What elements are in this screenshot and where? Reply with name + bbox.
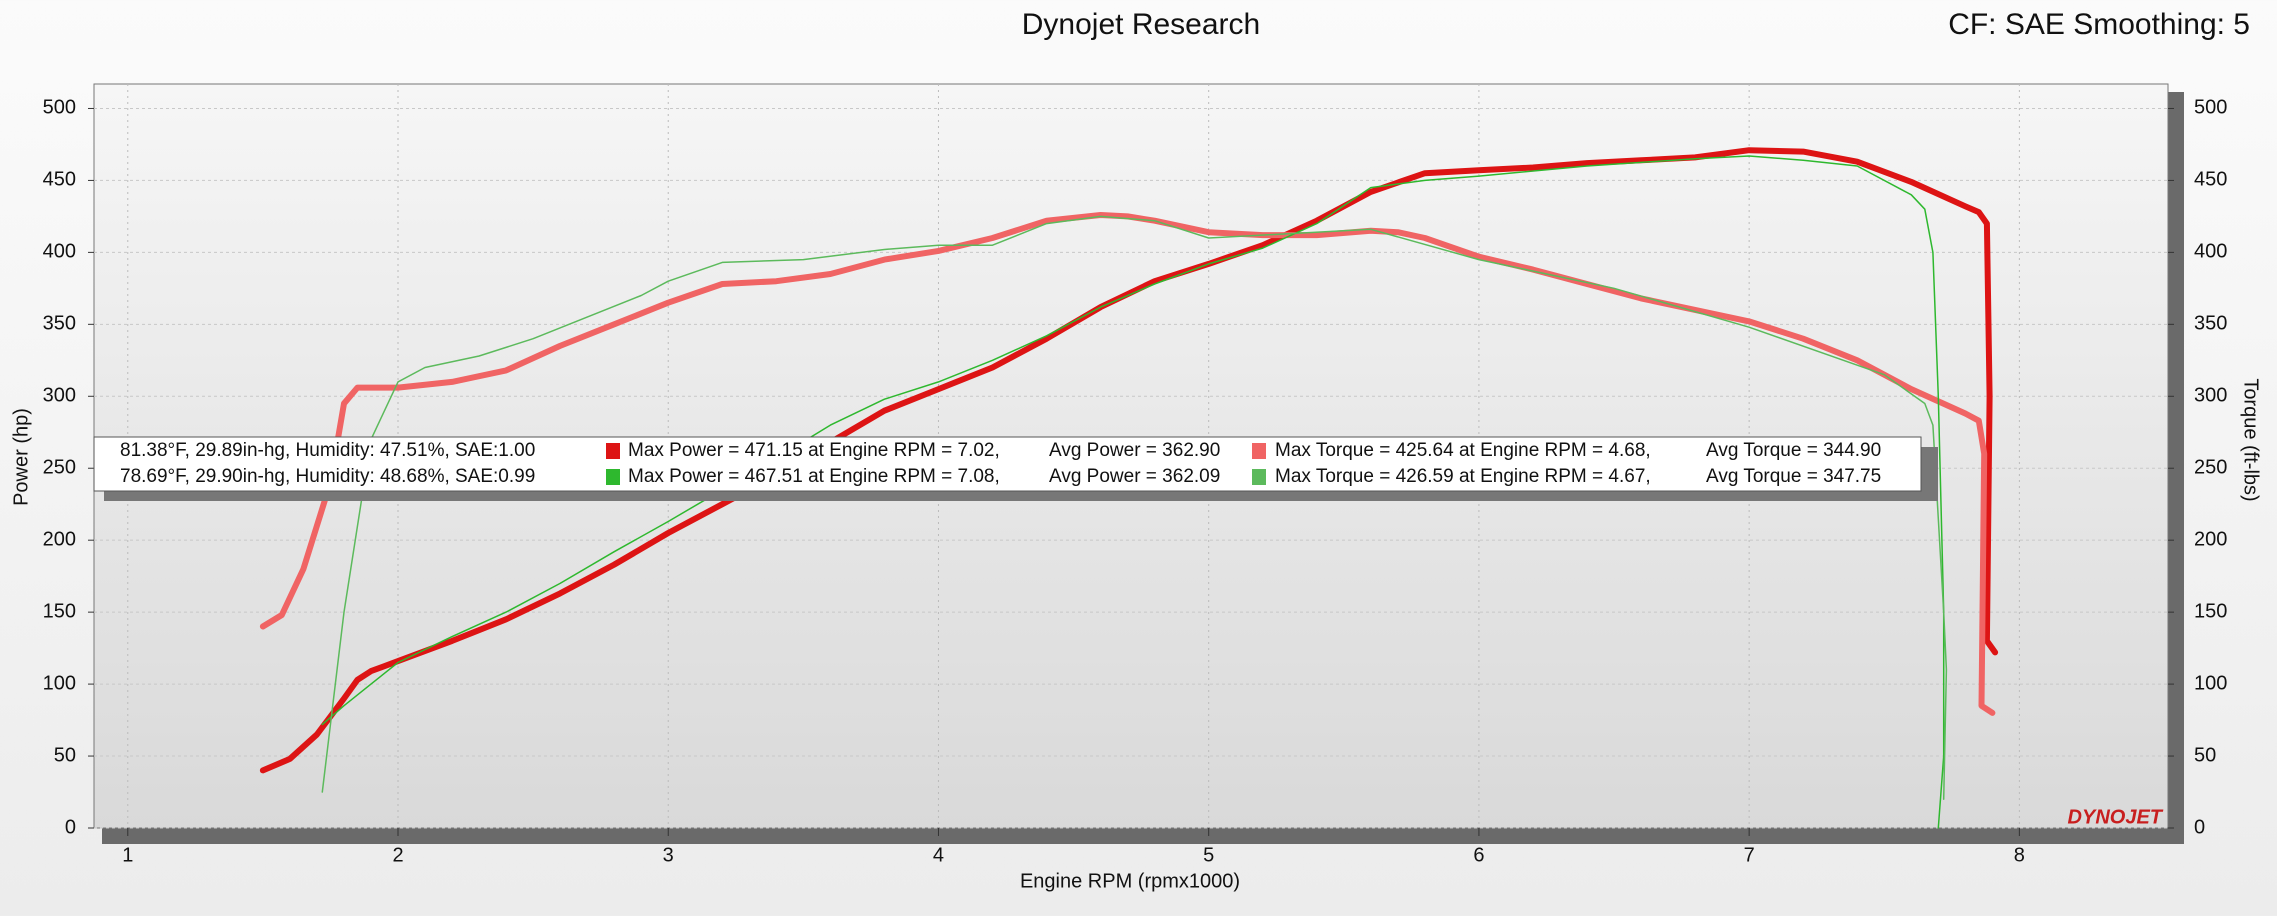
legend-entry: Max Power = 471.15 at Engine RPM = 7.02, xyxy=(628,440,1000,461)
y2-tick-label: 350 xyxy=(2194,313,2227,335)
series-line xyxy=(259,147,1999,774)
legend: 81.38°F, 29.89in-hg, Humidity: 47.51%, S… xyxy=(93,436,1938,501)
y2-tick-label: 250 xyxy=(2194,457,2227,479)
legend-box xyxy=(93,436,1922,492)
legend-avg-power: Avg Power = 362.90 xyxy=(1049,440,1220,461)
y-tick-label: 500 xyxy=(43,97,76,119)
logo: DYNOJET xyxy=(2068,806,2164,828)
x-tick-label: 2 xyxy=(392,844,403,866)
series-line xyxy=(321,215,1948,800)
x-tick-label: 3 xyxy=(663,844,674,866)
x-tick-label: 5 xyxy=(1203,844,1214,866)
y-tick-label: 0 xyxy=(65,816,76,838)
y2-tick-label: 100 xyxy=(2194,672,2227,694)
legend-conditions: 81.38°F, 29.89in-hg, Humidity: 47.51%, S… xyxy=(120,440,535,461)
y-tick-label: 300 xyxy=(43,385,76,407)
legend-swatch xyxy=(606,443,620,459)
series-line xyxy=(321,155,1945,829)
legend-entry: Max Torque = 426.59 at Engine RPM = 4.67… xyxy=(1275,466,1651,487)
legend-avg-power: Avg Power = 362.09 xyxy=(1049,466,1220,487)
y2-tick-label: 150 xyxy=(2194,600,2227,622)
y2-tick-label: 200 xyxy=(2194,528,2227,550)
legend-conditions: 78.69°F, 29.90in-hg, Humidity: 48.68%, S… xyxy=(120,466,535,487)
y-tick-label: 350 xyxy=(43,313,76,335)
y2-tick-label: 500 xyxy=(2194,97,2227,119)
x-tick-label: 7 xyxy=(1744,844,1755,866)
y-tick-label: 150 xyxy=(43,600,76,622)
legend-avg-torque: Avg Torque = 347.75 xyxy=(1706,466,1881,487)
y2-tick-label: 400 xyxy=(2194,241,2227,263)
y2-axis-label: Torque (ft-lbs) xyxy=(2240,378,2262,501)
y-tick-label: 450 xyxy=(43,169,76,191)
legend-swatch xyxy=(1252,443,1266,459)
y-axis-label: Power (hp) xyxy=(10,408,32,506)
x-tick-label: 1 xyxy=(122,844,133,866)
y2-tick-label: 450 xyxy=(2194,169,2227,191)
x-tick-label: 4 xyxy=(933,844,944,866)
legend-entry: Max Torque = 425.64 at Engine RPM = 4.68… xyxy=(1275,440,1651,461)
y-tick-label: 200 xyxy=(43,528,76,550)
chart-title: Dynojet Research xyxy=(1022,8,1260,41)
chart-subtitle: CF: SAE Smoothing: 5 xyxy=(1948,8,2250,41)
x-axis-label: Engine RPM (rpmx1000) xyxy=(1020,870,1240,892)
y2-tick-label: 0 xyxy=(2194,816,2205,838)
y-tick-label: 100 xyxy=(43,672,76,694)
x-tick-label: 8 xyxy=(2014,844,2025,866)
y-tick-label: 250 xyxy=(43,457,76,479)
y2-tick-label: 300 xyxy=(2194,385,2227,407)
x-tick-label: 6 xyxy=(1473,844,1484,866)
y-tick-label: 400 xyxy=(43,241,76,263)
lines xyxy=(259,147,1999,829)
y2-tick-label: 50 xyxy=(2194,744,2216,766)
legend-entry: Max Power = 467.51 at Engine RPM = 7.08, xyxy=(628,466,1000,487)
legend-avg-torque: Avg Torque = 344.90 xyxy=(1706,440,1881,461)
series-line xyxy=(259,212,1996,716)
legend-swatch xyxy=(606,469,620,485)
y-tick-label: 50 xyxy=(54,744,76,766)
legend-swatch xyxy=(1252,469,1266,485)
